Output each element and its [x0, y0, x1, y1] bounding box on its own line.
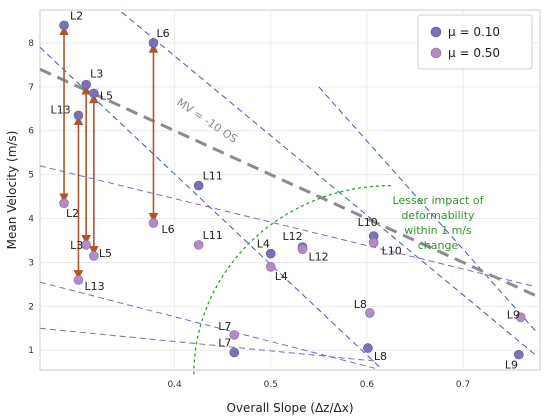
- legend-box: [417, 14, 533, 70]
- data-point-mu050-l5: [89, 251, 99, 261]
- data-point-mu050-l13: [73, 275, 84, 285]
- x-tick-label: 0.5: [264, 380, 278, 390]
- point-label-mu050-l2: L2: [66, 207, 79, 220]
- point-label-mu010-l2: L2: [70, 9, 83, 22]
- point-label-mu050-l13: L13: [84, 280, 104, 293]
- data-point-mu010-l8: [363, 343, 373, 353]
- annotation-line-3: within 1 m/s: [404, 224, 472, 237]
- data-point-mu010-l7: [229, 347, 240, 358]
- legend: μ = 0.10 μ = 0.50: [417, 14, 533, 70]
- point-label-mu010-l10: L10: [358, 216, 378, 229]
- data-point-mu010-l4: [265, 248, 276, 259]
- point-label-mu050-l12: L12: [309, 250, 329, 263]
- x-tick-label: 0.6: [360, 380, 375, 390]
- data-point-mu050-l2: [59, 198, 69, 208]
- data-point-mu050-l9: [515, 312, 526, 323]
- data-point-mu010-l13: [73, 110, 84, 121]
- y-tick-label: 7: [28, 83, 34, 93]
- purple-guide-1: [39, 165, 536, 288]
- point-label-mu010-l7: L7: [218, 336, 231, 349]
- y-tick-label: 3: [28, 258, 34, 268]
- grid: [40, 10, 540, 370]
- legend-label-mu-050: μ = 0.50: [448, 46, 500, 60]
- annotation-line-2: deformability: [401, 209, 475, 222]
- deformability-annotation: Lesser impact of deformability within 1 …: [393, 194, 485, 252]
- tick-labels: 0.4 0.5 0.6 0.7 1 2 3 4 5 6 7 8: [28, 39, 470, 390]
- data-point-mu050-l7: [229, 330, 240, 340]
- point-label-mu050-l6: L6: [161, 223, 174, 236]
- x-tick-label: 0.4: [167, 380, 182, 390]
- annotation-line-4: change: [418, 239, 459, 252]
- data-point-mu010-l6: [148, 38, 159, 48]
- blue-guide-3: [318, 86, 536, 331]
- point-label-mu050-l3: L3: [70, 239, 83, 252]
- data-point-mu010-l5: [89, 88, 99, 99]
- point-label-mu010-l4: L4: [257, 238, 270, 251]
- point-labels: L2 L3 L5 L13 L6 L11 L4 L12 L10 L8 L7 L9 L2 L3 L5 L13 L6 L…: [50, 9, 519, 371]
- data-point-mu050-l12: [297, 244, 308, 255]
- y-tick-label: 6: [28, 127, 34, 137]
- guide-lines: [39, 11, 541, 375]
- data-point-mu010-l2: [59, 20, 69, 31]
- point-label-mu010-l5: L5: [100, 89, 113, 102]
- deformability-boundary-curve: [193, 184, 392, 375]
- x-tick-label: 0.7: [456, 380, 470, 390]
- point-label-mu010-l9: L9: [505, 359, 518, 372]
- point-label-mu050-l11: L11: [203, 229, 223, 242]
- point-label-mu050-l4: L4: [275, 270, 288, 283]
- data-point-mu050-l10: [368, 237, 379, 248]
- y-tick-label: 4: [28, 215, 34, 225]
- point-label-mu050-l7: L7: [218, 320, 231, 333]
- point-label-mu010-l11: L11: [203, 170, 223, 183]
- y-tick-label: 8: [28, 39, 34, 49]
- data-point-mu050-l4: [265, 262, 276, 272]
- y-tick-label: 2: [28, 302, 34, 312]
- reference-line: [39, 67, 541, 299]
- data-point-mu010-l11: [193, 180, 204, 191]
- point-label-mu010-l13: L13: [50, 103, 70, 116]
- point-label-mu050-l5: L5: [99, 247, 112, 260]
- point-label-mu010-l6: L6: [156, 27, 169, 40]
- data-point-mu050-l8: [365, 308, 375, 318]
- y-tick-label: 1: [28, 346, 34, 356]
- arrows: [59, 25, 159, 280]
- y-tick-label: 5: [28, 171, 34, 181]
- point-label-mu010-l3: L3: [90, 68, 103, 81]
- purple-guide-3: [39, 327, 377, 362]
- data-point-mu050-l3: [81, 240, 91, 250]
- legend-marker-mu-050: [430, 47, 442, 59]
- point-label-mu050-l8: L8: [354, 298, 367, 311]
- data-point-mu010-l9: [514, 349, 524, 360]
- data-point-mu010-l3: [81, 79, 91, 90]
- data-point-mu050-l6: [148, 218, 159, 228]
- legend-label-mu-010: μ = 0.10: [448, 25, 500, 39]
- data-point-mu050-l11: [193, 240, 204, 250]
- data-points: [59, 20, 526, 360]
- blue-guide-1: [39, 46, 382, 370]
- point-label-mu010-l12: L12: [283, 230, 303, 243]
- annotation-line-1: Lesser impact of: [393, 194, 485, 207]
- plot-area: [39, 9, 541, 371]
- x-axis-label: Overall Slope (Δz/Δx): [226, 401, 353, 415]
- y-axis-label: Mean Velocity (m/s): [5, 131, 19, 250]
- point-label-mu010-l8: L8: [374, 350, 387, 363]
- purple-guide-2: [39, 281, 377, 370]
- legend-marker-mu-010: [430, 26, 442, 38]
- point-label-mu050-l10: L10: [382, 245, 402, 258]
- point-label-mu050-l9: L9: [507, 308, 520, 321]
